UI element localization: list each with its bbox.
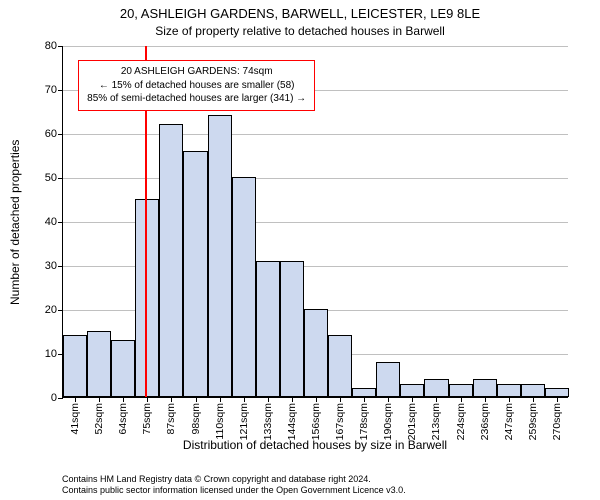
histogram-bar: [183, 151, 207, 397]
histogram-bar: [63, 335, 87, 397]
histogram-bar: [208, 115, 232, 397]
plot-area: 0102030405060708041sqm52sqm64sqm75sqm87s…: [62, 46, 568, 398]
x-tick-mark: [461, 397, 462, 402]
y-tick-label: 0: [51, 392, 57, 404]
x-tick-mark: [557, 397, 558, 402]
y-tick-mark: [58, 222, 63, 223]
x-tick-mark: [412, 397, 413, 402]
x-tick-label: 156sqm: [310, 403, 322, 440]
x-tick-label: 75sqm: [141, 403, 153, 435]
y-axis-label: Number of detached properties: [8, 46, 24, 398]
y-tick-label: 70: [45, 84, 57, 96]
y-tick-label: 30: [45, 260, 57, 272]
x-tick-mark: [436, 397, 437, 402]
gridline: [63, 134, 568, 135]
footer-line-2: Contains public sector information licen…: [62, 485, 582, 496]
x-tick-label: 224sqm: [455, 403, 467, 440]
annotation-box: 20 ASHLEIGH GARDENS: 74sqm← 15% of detac…: [78, 60, 315, 111]
x-tick-label: 110sqm: [214, 403, 226, 440]
footer-line-1: Contains HM Land Registry data © Crown c…: [62, 474, 582, 485]
x-tick-label: 190sqm: [382, 403, 394, 440]
gridline: [63, 178, 568, 179]
histogram-bar: [256, 261, 280, 397]
x-tick-mark: [364, 397, 365, 402]
histogram-bar: [424, 379, 448, 397]
chart-title-main: 20, ASHLEIGH GARDENS, BARWELL, LEICESTER…: [0, 6, 600, 21]
histogram-bar: [232, 177, 256, 397]
x-tick-mark: [340, 397, 341, 402]
x-tick-label: 236sqm: [479, 403, 491, 440]
y-tick-label: 10: [45, 348, 57, 360]
histogram-bar: [280, 261, 304, 397]
histogram-bar: [400, 384, 424, 397]
histogram-bar: [135, 199, 159, 397]
x-tick-label: 133sqm: [262, 403, 274, 440]
x-tick-label: 178sqm: [358, 403, 370, 440]
x-tick-label: 41sqm: [69, 403, 81, 435]
histogram-bar: [473, 379, 497, 397]
histogram-bar: [304, 309, 328, 397]
x-tick-mark: [292, 397, 293, 402]
histogram-bar: [87, 331, 111, 397]
y-tick-mark: [58, 398, 63, 399]
annotation-line: ← 15% of detached houses are smaller (58…: [87, 79, 306, 93]
y-tick-label: 60: [45, 128, 57, 140]
x-tick-mark: [196, 397, 197, 402]
x-tick-mark: [123, 397, 124, 402]
x-tick-mark: [147, 397, 148, 402]
y-tick-mark: [58, 134, 63, 135]
histogram-bar: [521, 384, 545, 397]
x-tick-label: 121sqm: [238, 403, 250, 440]
histogram-bar: [449, 384, 473, 397]
y-tick-mark: [58, 178, 63, 179]
x-tick-mark: [485, 397, 486, 402]
x-tick-label: 52sqm: [93, 403, 105, 435]
chart-container: 20, ASHLEIGH GARDENS, BARWELL, LEICESTER…: [0, 0, 600, 500]
histogram-bar: [545, 388, 569, 397]
x-tick-mark: [220, 397, 221, 402]
y-tick-mark: [58, 90, 63, 91]
x-tick-mark: [244, 397, 245, 402]
y-tick-label: 20: [45, 304, 57, 316]
x-tick-label: 213sqm: [430, 403, 442, 440]
x-tick-label: 144sqm: [286, 403, 298, 440]
x-tick-mark: [268, 397, 269, 402]
histogram-bar: [497, 384, 521, 397]
chart-footer: Contains HM Land Registry data © Crown c…: [62, 474, 582, 497]
x-tick-mark: [388, 397, 389, 402]
gridline: [63, 46, 568, 47]
y-tick-label: 80: [45, 40, 57, 52]
x-tick-label: 247sqm: [503, 403, 515, 440]
x-tick-label: 270sqm: [551, 403, 563, 440]
x-tick-mark: [533, 397, 534, 402]
x-tick-mark: [316, 397, 317, 402]
y-tick-mark: [58, 46, 63, 47]
x-tick-label: 98sqm: [190, 403, 202, 435]
x-tick-label: 167sqm: [334, 403, 346, 440]
chart-title-sub: Size of property relative to detached ho…: [0, 24, 600, 38]
x-tick-mark: [99, 397, 100, 402]
annotation-line: 20 ASHLEIGH GARDENS: 74sqm: [87, 65, 306, 79]
annotation-line: 85% of semi-detached houses are larger (…: [87, 92, 306, 106]
histogram-bar: [159, 124, 183, 397]
histogram-bar: [376, 362, 400, 397]
x-tick-label: 64sqm: [117, 403, 129, 435]
x-tick-mark: [171, 397, 172, 402]
histogram-bar: [111, 340, 135, 397]
y-tick-label: 40: [45, 216, 57, 228]
histogram-bar: [352, 388, 376, 397]
x-tick-label: 201sqm: [406, 403, 418, 440]
y-tick-label: 50: [45, 172, 57, 184]
x-tick-mark: [75, 397, 76, 402]
y-tick-mark: [58, 266, 63, 267]
x-axis-label: Distribution of detached houses by size …: [62, 438, 568, 452]
x-tick-label: 259sqm: [527, 403, 539, 440]
y-tick-mark: [58, 310, 63, 311]
x-tick-label: 87sqm: [165, 403, 177, 435]
histogram-bar: [328, 335, 352, 397]
x-tick-mark: [509, 397, 510, 402]
